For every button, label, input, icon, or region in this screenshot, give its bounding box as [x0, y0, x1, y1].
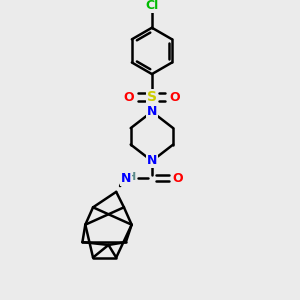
Text: O: O: [123, 91, 134, 104]
Text: N: N: [121, 172, 131, 185]
Text: O: O: [173, 172, 183, 185]
Text: N: N: [147, 105, 157, 118]
Text: O: O: [170, 91, 180, 104]
Text: Cl: Cl: [145, 0, 159, 12]
Text: S: S: [147, 90, 157, 104]
Text: H: H: [127, 172, 136, 182]
Text: N: N: [147, 154, 157, 167]
